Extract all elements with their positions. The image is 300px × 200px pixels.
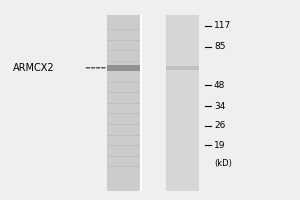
Text: 34: 34: [214, 102, 225, 111]
Text: 117: 117: [214, 21, 231, 30]
Text: (kD): (kD): [214, 159, 232, 168]
Text: 85: 85: [214, 42, 225, 51]
Bar: [107, 15, 140, 191]
Text: 48: 48: [214, 81, 225, 90]
Text: 26: 26: [214, 121, 225, 130]
Text: ARMCX2: ARMCX2: [13, 63, 55, 73]
Bar: [166, 66, 199, 70]
Bar: [140, 15, 142, 191]
Text: 19: 19: [214, 141, 225, 150]
Bar: [166, 15, 199, 191]
Bar: [107, 65, 140, 71]
